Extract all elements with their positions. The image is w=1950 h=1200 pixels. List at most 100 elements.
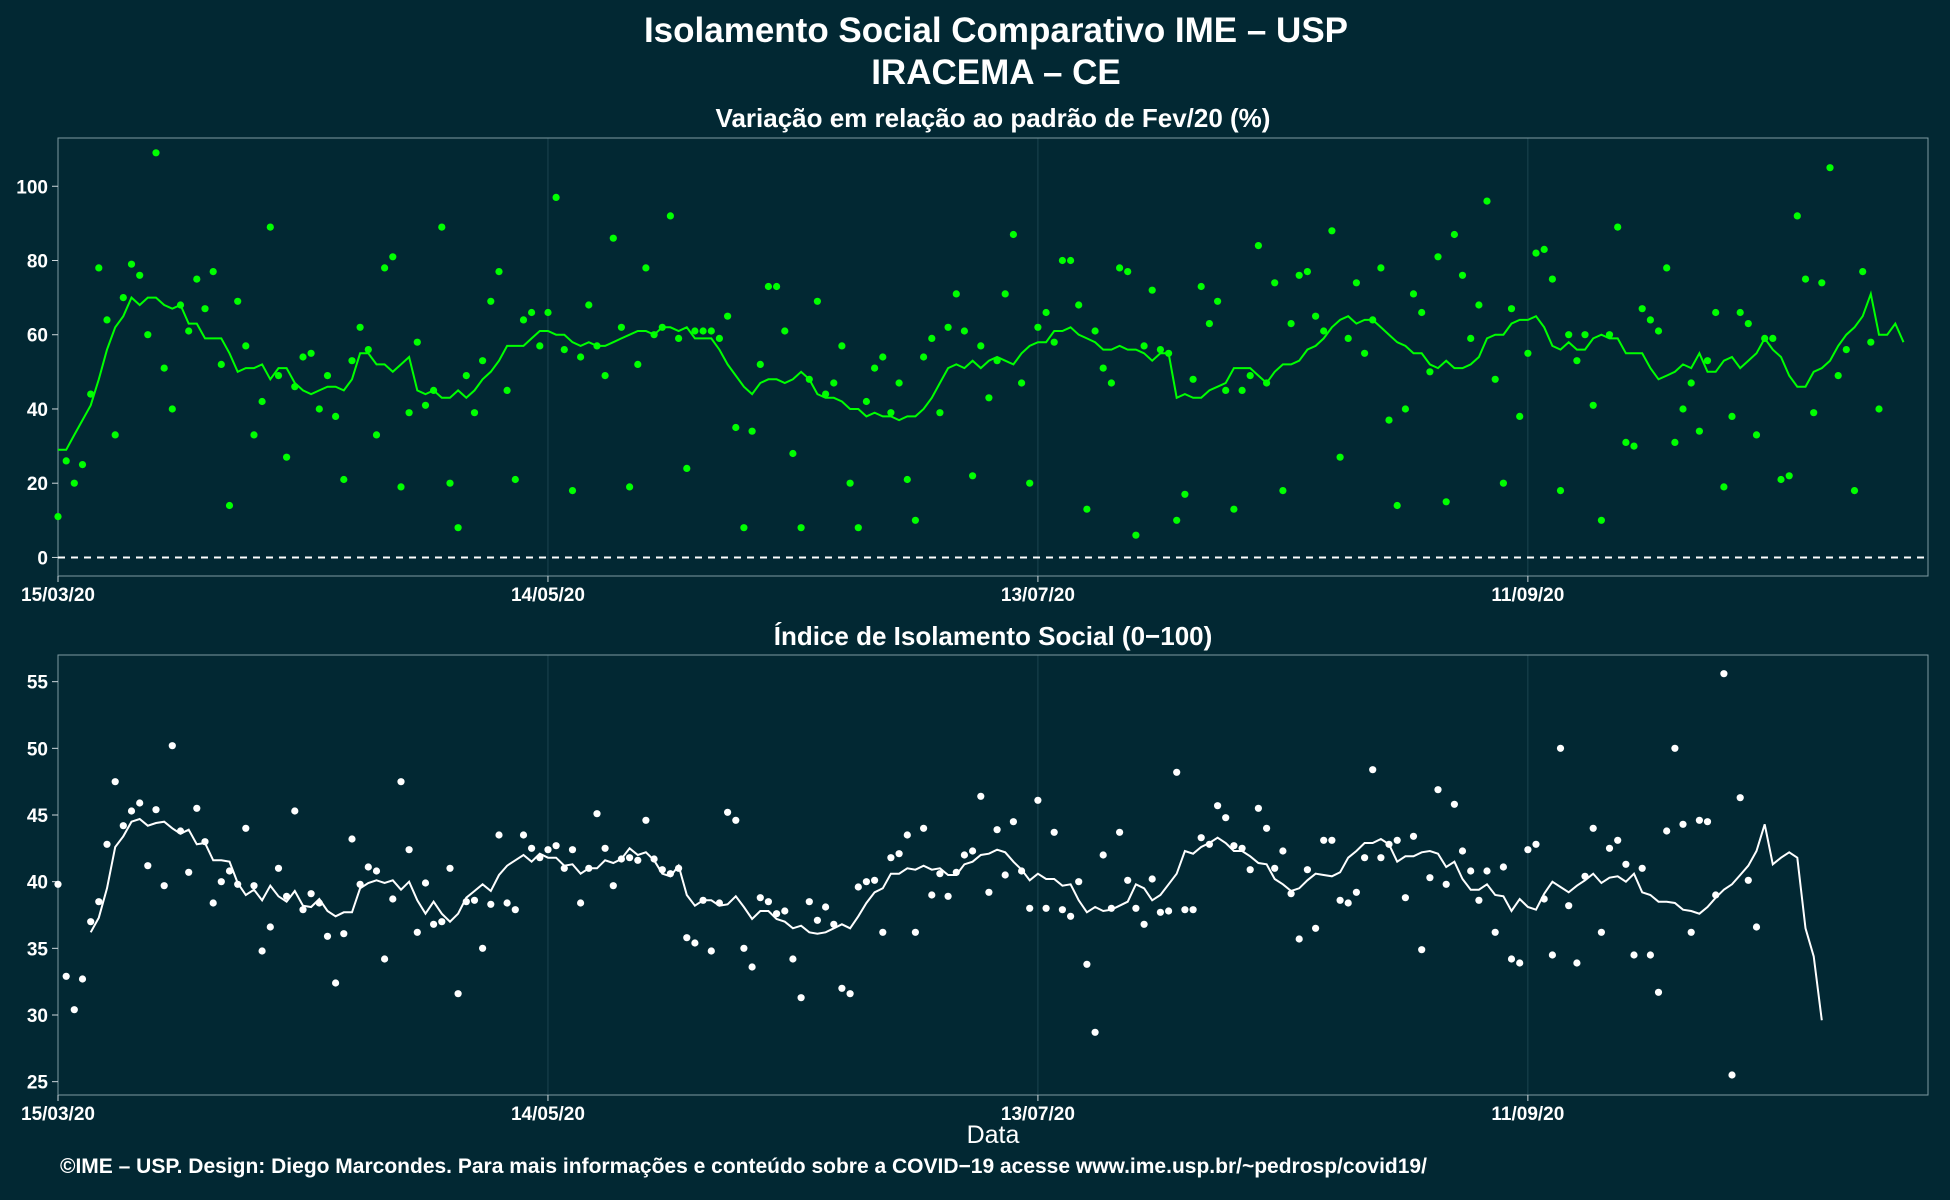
data-point bbox=[1352, 279, 1360, 287]
data-point bbox=[176, 827, 185, 835]
data-point bbox=[1450, 230, 1458, 239]
data-point bbox=[209, 899, 217, 907]
data-point bbox=[560, 864, 568, 872]
data-point bbox=[715, 899, 724, 907]
data-point bbox=[1238, 386, 1246, 394]
data-point bbox=[764, 282, 773, 291]
data-point bbox=[1246, 866, 1254, 874]
data-point bbox=[1352, 888, 1360, 896]
data-point bbox=[413, 928, 421, 936]
data-point bbox=[495, 831, 503, 839]
data-point bbox=[1720, 670, 1728, 678]
data-point bbox=[397, 778, 405, 786]
data-point bbox=[1189, 906, 1197, 914]
data-point bbox=[1287, 890, 1295, 898]
data-point bbox=[1712, 308, 1720, 317]
data-point bbox=[1279, 487, 1287, 495]
data-point bbox=[1393, 836, 1401, 844]
data-point bbox=[136, 271, 144, 279]
data-point bbox=[250, 882, 258, 890]
data-point bbox=[764, 898, 773, 906]
data-point bbox=[1663, 264, 1671, 272]
data-point bbox=[1761, 334, 1769, 342]
data-point bbox=[1818, 279, 1826, 287]
data-point bbox=[1630, 442, 1638, 450]
data-point bbox=[911, 516, 920, 524]
data-point bbox=[1132, 904, 1140, 912]
data-point bbox=[1214, 802, 1222, 810]
data-point bbox=[1116, 828, 1124, 836]
data-point bbox=[1083, 505, 1091, 513]
data-point bbox=[1140, 342, 1148, 350]
x-tick-label: 15/03/20 bbox=[21, 1104, 95, 1125]
y-tick-label: 55 bbox=[27, 673, 49, 694]
data-point bbox=[1646, 951, 1654, 959]
data-point bbox=[838, 342, 846, 350]
data-point bbox=[650, 331, 658, 339]
data-point bbox=[1034, 323, 1042, 331]
data-point bbox=[1744, 320, 1752, 328]
data-point bbox=[1083, 960, 1091, 968]
data-point bbox=[675, 864, 683, 872]
data-point bbox=[846, 479, 854, 487]
data-point bbox=[707, 947, 715, 955]
data-point bbox=[1418, 308, 1426, 317]
data-point bbox=[977, 342, 985, 350]
data-point bbox=[250, 431, 258, 439]
data-point bbox=[1687, 928, 1695, 936]
data-point bbox=[1532, 249, 1540, 257]
data-point bbox=[773, 910, 781, 918]
data-point bbox=[1287, 320, 1295, 328]
data-point bbox=[642, 264, 650, 272]
data-point bbox=[1001, 871, 1009, 879]
data-point bbox=[1132, 531, 1140, 539]
data-point bbox=[1181, 906, 1189, 914]
data-point bbox=[813, 916, 822, 924]
data-point bbox=[1026, 479, 1034, 487]
data-point bbox=[389, 253, 397, 261]
data-point bbox=[511, 906, 519, 914]
panel-frame bbox=[57, 137, 1929, 577]
data-point bbox=[895, 379, 903, 387]
main-title: Isolamento Social Comparativo IME – USP … bbox=[0, 10, 1950, 94]
data-point bbox=[740, 944, 748, 952]
data-point bbox=[62, 972, 70, 980]
data-point bbox=[920, 353, 928, 361]
data-point bbox=[879, 353, 887, 361]
moving-average-line bbox=[89, 817, 1823, 1021]
data-point bbox=[258, 397, 266, 406]
data-point bbox=[813, 297, 822, 305]
data-point bbox=[54, 880, 62, 888]
data-point bbox=[977, 792, 985, 800]
data-point bbox=[1785, 472, 1793, 480]
x-tick-label: 15/03/20 bbox=[21, 585, 95, 606]
data-point bbox=[446, 864, 454, 872]
x-tick-label: 13/07/20 bbox=[1001, 585, 1075, 606]
x-tick-label: 11/09/20 bbox=[1491, 585, 1564, 606]
data-point bbox=[372, 431, 381, 439]
data-point bbox=[70, 479, 78, 487]
data-point bbox=[323, 372, 332, 380]
data-point bbox=[1614, 223, 1622, 231]
data-point bbox=[87, 390, 95, 398]
data-point bbox=[1107, 379, 1115, 387]
data-point bbox=[1491, 928, 1499, 936]
data-point bbox=[1058, 906, 1066, 914]
data-point bbox=[1540, 895, 1548, 903]
data-point bbox=[470, 409, 479, 417]
data-point bbox=[1467, 867, 1475, 875]
data-point bbox=[454, 990, 462, 998]
data-point bbox=[650, 855, 658, 863]
data-point bbox=[585, 864, 593, 872]
data-point bbox=[1467, 334, 1475, 342]
data-point bbox=[54, 513, 62, 521]
data-point bbox=[1197, 834, 1205, 842]
data-point bbox=[1418, 946, 1426, 954]
data-point bbox=[1548, 275, 1556, 283]
data-point bbox=[103, 840, 111, 848]
panel-frame bbox=[57, 654, 1929, 1096]
data-point bbox=[568, 846, 577, 854]
data-point bbox=[193, 275, 201, 283]
data-point bbox=[1556, 487, 1565, 495]
data-point bbox=[666, 870, 675, 878]
